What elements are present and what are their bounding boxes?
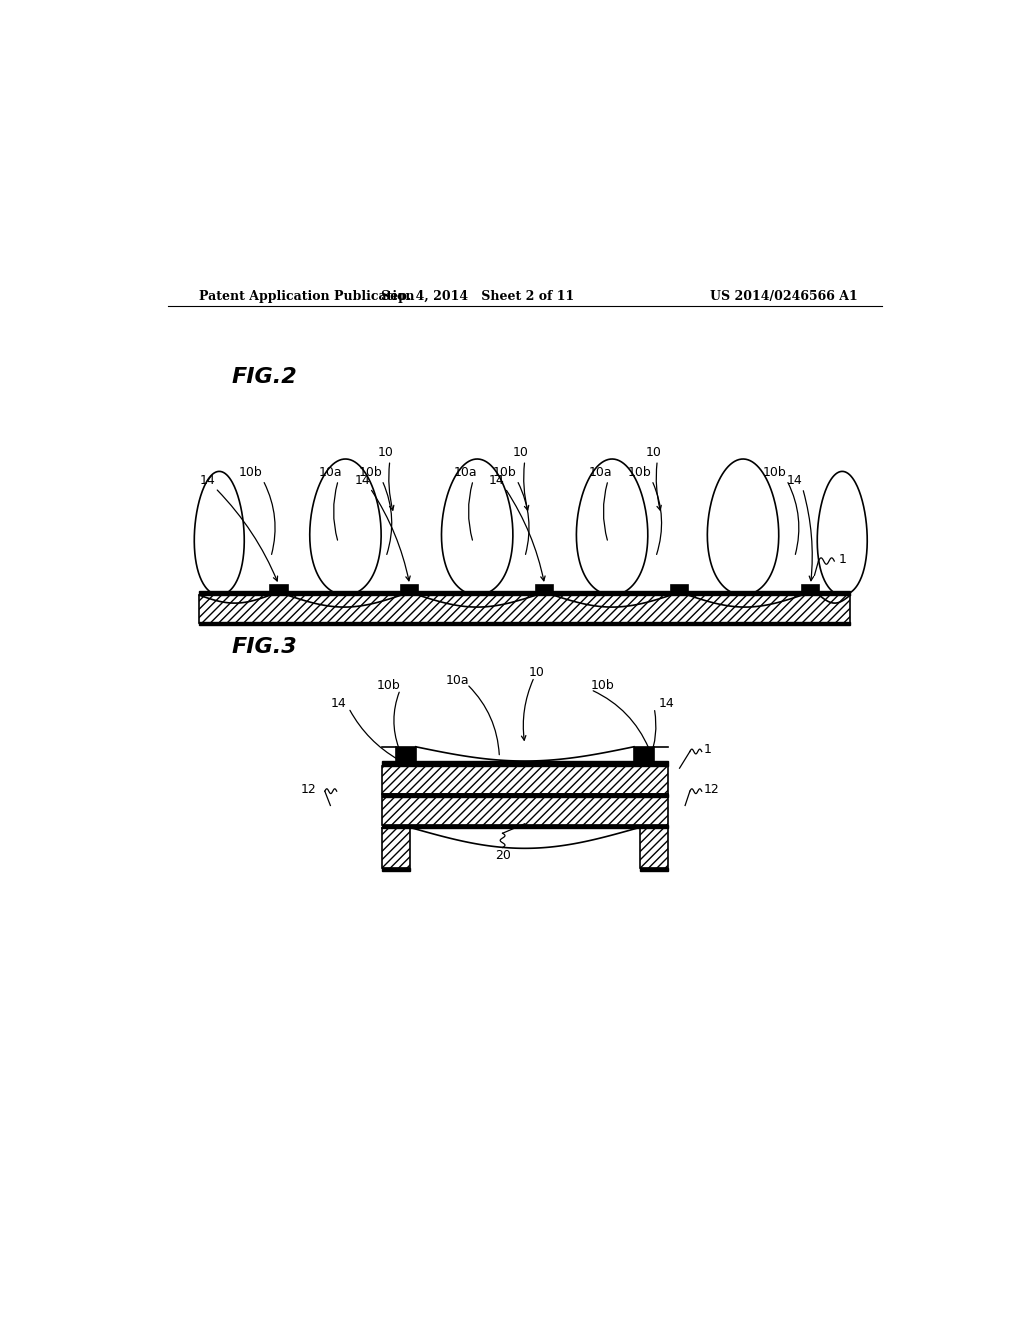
Bar bbox=[401, 585, 419, 595]
Text: 14: 14 bbox=[489, 474, 505, 487]
Text: 20: 20 bbox=[495, 849, 511, 862]
Bar bbox=[671, 585, 688, 595]
Bar bbox=[382, 766, 668, 793]
Bar bbox=[270, 585, 288, 595]
Bar bbox=[382, 829, 410, 869]
Text: FIG.3: FIG.3 bbox=[231, 636, 297, 657]
Text: 14: 14 bbox=[658, 697, 674, 710]
Text: 12: 12 bbox=[703, 783, 719, 796]
Bar bbox=[382, 869, 410, 871]
Text: 14: 14 bbox=[331, 697, 346, 710]
Bar bbox=[382, 825, 668, 829]
Text: Patent Application Publication: Patent Application Publication bbox=[200, 290, 415, 304]
Bar bbox=[382, 762, 668, 766]
Text: 10b: 10b bbox=[377, 680, 400, 692]
Text: 10: 10 bbox=[645, 446, 662, 459]
Bar bbox=[634, 747, 653, 762]
Text: 1: 1 bbox=[703, 743, 712, 756]
Text: 10a: 10a bbox=[454, 466, 477, 479]
Text: 10b: 10b bbox=[494, 466, 517, 479]
Text: 10b: 10b bbox=[628, 466, 651, 479]
Text: 14: 14 bbox=[354, 474, 370, 487]
Text: 14: 14 bbox=[200, 474, 215, 487]
Text: 14: 14 bbox=[786, 474, 803, 487]
Bar bbox=[640, 869, 668, 871]
Text: 10b: 10b bbox=[358, 466, 382, 479]
Text: FIG.2: FIG.2 bbox=[231, 367, 297, 387]
Bar bbox=[200, 622, 850, 626]
Text: Sep. 4, 2014   Sheet 2 of 11: Sep. 4, 2014 Sheet 2 of 11 bbox=[381, 290, 573, 304]
Bar bbox=[396, 747, 416, 762]
Text: 12: 12 bbox=[301, 783, 316, 796]
Bar bbox=[802, 585, 819, 595]
Bar bbox=[640, 829, 668, 869]
Bar bbox=[382, 793, 668, 825]
Bar bbox=[200, 595, 850, 623]
Text: 10: 10 bbox=[528, 667, 545, 680]
Bar bbox=[382, 793, 668, 797]
Text: 10a: 10a bbox=[589, 466, 612, 479]
Text: 10a: 10a bbox=[445, 673, 469, 686]
Text: 10b: 10b bbox=[591, 680, 614, 692]
Bar bbox=[200, 591, 850, 595]
Text: 10: 10 bbox=[378, 446, 394, 459]
Text: 10: 10 bbox=[513, 446, 528, 459]
Text: 1: 1 bbox=[839, 553, 846, 566]
Text: 10b: 10b bbox=[240, 466, 263, 479]
Text: 10b: 10b bbox=[763, 466, 786, 479]
Bar bbox=[536, 585, 553, 595]
Text: 10a: 10a bbox=[318, 466, 342, 479]
Text: US 2014/0246566 A1: US 2014/0246566 A1 bbox=[711, 290, 858, 304]
